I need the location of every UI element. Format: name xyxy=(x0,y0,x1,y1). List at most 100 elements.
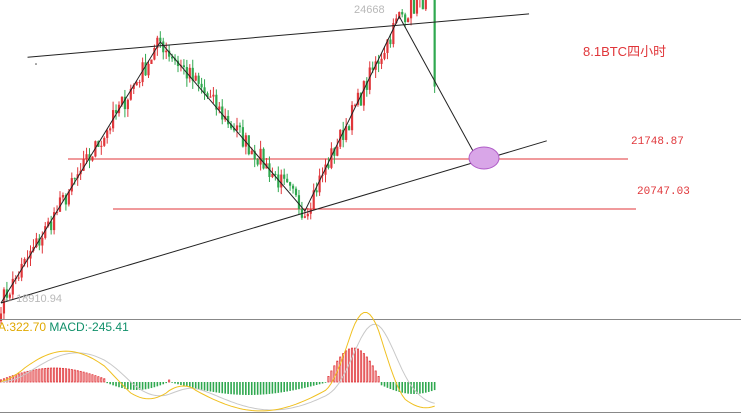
candle-body xyxy=(327,164,330,168)
macd-bar xyxy=(59,367,62,383)
macd-bar xyxy=(356,348,359,383)
stray-dot xyxy=(35,63,37,65)
candle-body xyxy=(303,216,306,218)
candle-body xyxy=(103,137,106,146)
macd-bar xyxy=(248,382,250,395)
macd-bar xyxy=(168,379,171,383)
candle-body xyxy=(271,173,274,177)
macd-bar xyxy=(174,382,176,384)
candle-body xyxy=(342,129,345,140)
candle-body xyxy=(8,294,11,298)
candle-body xyxy=(50,221,53,231)
macd-bar xyxy=(298,382,300,390)
macd-bar xyxy=(8,376,11,383)
candle-body xyxy=(289,182,292,186)
candle-body xyxy=(409,0,413,19)
candle-body xyxy=(135,82,138,86)
macd-bar xyxy=(41,368,44,383)
candle-body xyxy=(144,62,147,76)
macd-value: MACD:-245.41 xyxy=(49,320,129,334)
candle-body xyxy=(227,115,230,125)
candle-body xyxy=(82,158,85,171)
candle-body xyxy=(371,67,374,70)
candle-body xyxy=(38,238,41,246)
candle-body xyxy=(58,197,62,212)
macd-bar xyxy=(35,369,38,383)
candle-body xyxy=(309,209,312,214)
candle-body xyxy=(23,258,26,264)
macd-bar xyxy=(127,382,129,390)
candle-body xyxy=(182,65,185,68)
candle-body xyxy=(256,159,259,165)
candle-body xyxy=(353,104,357,106)
macd-bar xyxy=(295,382,297,390)
candle-body xyxy=(274,173,277,175)
trendlines xyxy=(0,13,547,304)
candle-body xyxy=(392,23,395,45)
macd-bar xyxy=(23,371,26,383)
candle-body xyxy=(297,195,301,209)
candle-body xyxy=(348,126,351,131)
macd-bar xyxy=(359,350,362,383)
candle-body xyxy=(306,213,309,217)
candle-body xyxy=(67,191,70,205)
macd-bar xyxy=(301,382,303,389)
candle-body xyxy=(132,85,135,89)
candle-body xyxy=(277,174,280,188)
macd-bar xyxy=(112,382,114,386)
candle-body xyxy=(203,87,206,94)
macd-bar xyxy=(271,382,274,394)
candle-body xyxy=(171,56,174,59)
candle-body xyxy=(250,150,253,155)
lower-channel-line xyxy=(0,140,547,304)
macd-bar xyxy=(416,382,418,394)
low-price-label: ← 18910.94 xyxy=(2,293,62,305)
macd-bar xyxy=(203,382,206,391)
macd-bar xyxy=(422,382,424,394)
candle-body xyxy=(232,128,236,131)
macd-bar xyxy=(280,382,283,393)
macd-bar xyxy=(135,382,138,390)
macd-bar xyxy=(180,382,182,385)
candle-body xyxy=(421,0,424,10)
candle-body xyxy=(412,0,416,14)
candle-body xyxy=(153,48,156,60)
candle-body xyxy=(188,67,191,79)
candle-body xyxy=(176,60,180,67)
candle-body xyxy=(212,94,215,97)
macd-bar xyxy=(256,382,259,395)
macd-bar xyxy=(274,382,277,394)
candle-body xyxy=(294,188,298,196)
macd-bar xyxy=(106,382,108,384)
candle-body xyxy=(53,212,56,231)
level-lines xyxy=(68,158,636,210)
macd-bar xyxy=(427,382,430,392)
candle-body xyxy=(35,238,38,247)
candle-body xyxy=(315,190,318,193)
macd-bar xyxy=(315,382,318,385)
candle-body xyxy=(162,41,165,53)
macd-bar xyxy=(121,382,123,389)
macd-bar xyxy=(88,373,91,383)
macd-bar xyxy=(345,350,348,383)
macd-bar xyxy=(97,376,100,383)
candle-body xyxy=(218,106,221,110)
candle-body xyxy=(377,61,380,64)
target-zone-highlight xyxy=(468,146,500,170)
candle-body xyxy=(70,178,73,192)
macd-bar xyxy=(425,382,427,393)
macd-bar xyxy=(79,370,82,383)
macd-bar xyxy=(183,382,185,386)
candle-body xyxy=(286,178,289,183)
macd-bar xyxy=(221,382,224,394)
macd-bar xyxy=(383,382,386,387)
macd-bar xyxy=(70,369,73,383)
macd-bar xyxy=(289,382,291,391)
candle-body xyxy=(238,125,242,128)
macd-bar xyxy=(64,368,67,383)
candle-body xyxy=(262,148,265,169)
macd-bar xyxy=(11,375,14,383)
candle-body xyxy=(85,154,88,159)
macd-bar xyxy=(100,377,103,383)
macd-bar xyxy=(392,382,395,391)
